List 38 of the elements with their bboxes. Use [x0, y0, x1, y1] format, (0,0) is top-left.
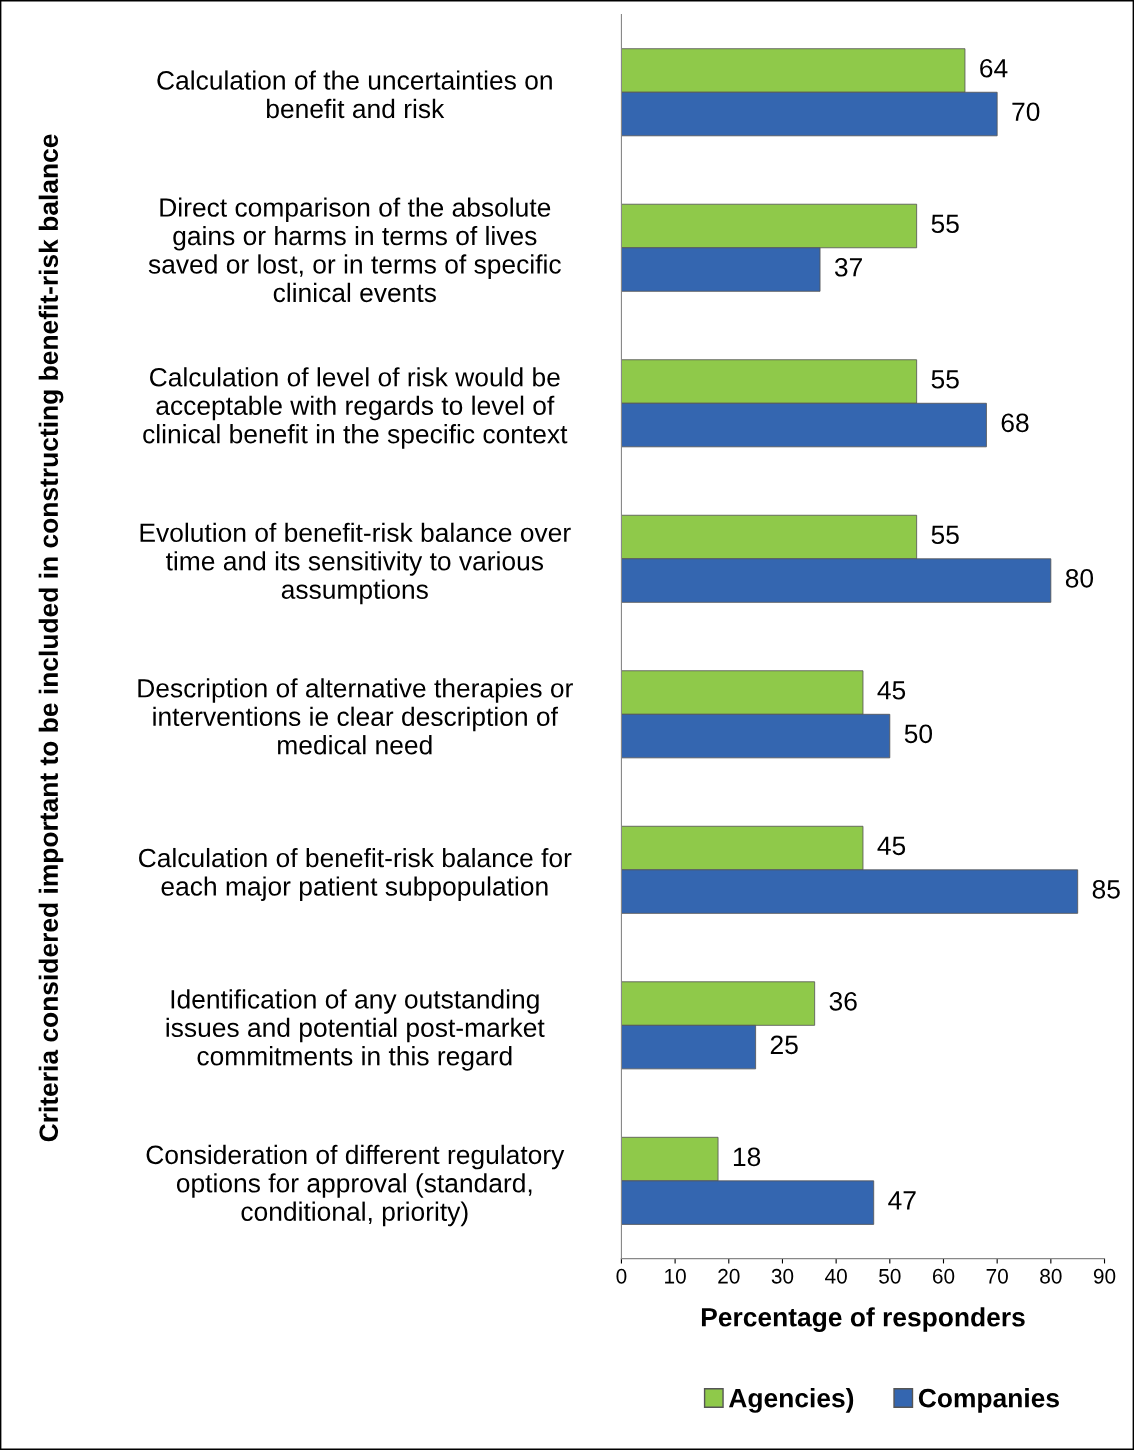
- data-label: 50: [904, 724, 933, 744]
- x-tick-label: 10: [665, 1268, 686, 1284]
- data-label: 64: [980, 58, 1008, 78]
- data-label: 70: [1012, 102, 1040, 122]
- x-tick-label: 60: [932, 1268, 955, 1284]
- x-tick-label: 0: [616, 1268, 627, 1284]
- data-label: 55: [931, 370, 959, 389]
- x-tick-label: 40: [825, 1268, 847, 1284]
- data-label: 85: [1092, 879, 1120, 899]
- data-label: 80: [1065, 568, 1094, 588]
- data-label: 36: [829, 991, 857, 1011]
- data-label: 45: [877, 681, 906, 700]
- x-tick-label: 90: [1093, 1268, 1116, 1284]
- y-tick-label: Calculation of level of risk would be acceptable with regards to level of clinical benefit in the specific context: [143, 367, 568, 449]
- x-tick-label: 80: [1040, 1268, 1062, 1284]
- data-label: 55: [931, 214, 959, 234]
- y-tick-label: Calculation of benefit-risk balance for each major patient subpopulation: [139, 847, 572, 901]
- y-tick-label: Identification of any outstanding issues and potential post-market commitments in this regard: [166, 989, 545, 1071]
- data-label: 25: [770, 1035, 798, 1055]
- y-tick-label: Evolution of benefit-risk balance over time and its sensitivity to various assumptions: [140, 522, 571, 605]
- y-tick-label: Calculation of the uncertainties on benefit and risk: [157, 70, 552, 119]
- x-tick-label: 50: [879, 1268, 901, 1284]
- data-label: 37: [834, 257, 862, 277]
- x-tick-label: 70: [986, 1268, 1008, 1284]
- legend-label: Companies: [918, 1388, 1059, 1413]
- y-tick-label: Description of alternative therapies or interventions ie clear description of medical need: [138, 678, 573, 755]
- y-axis-title: Criteria considered important to be included in constructing benefit-risk balance: [38, 134, 64, 1142]
- y-tick-label: Direct comparison of the absolute gains or harms in terms of lives saved or lost, or in terms of specific clinical events: [148, 197, 561, 303]
- legend-label: Agencies): [728, 1388, 854, 1413]
- x-tick-label: 30: [771, 1268, 794, 1284]
- data-label: 47: [888, 1191, 916, 1210]
- data-label: 68: [1001, 413, 1029, 433]
- x-axis-title: Percentage of responders: [701, 1307, 1025, 1332]
- data-label: 55: [931, 525, 959, 545]
- data-label: 18: [733, 1147, 761, 1167]
- x-tick-label: 20: [718, 1268, 740, 1284]
- data-label: 45: [877, 836, 906, 856]
- y-tick-label: Consideration of different regulatory options for approval (standard, conditional, priority): [146, 1144, 565, 1227]
